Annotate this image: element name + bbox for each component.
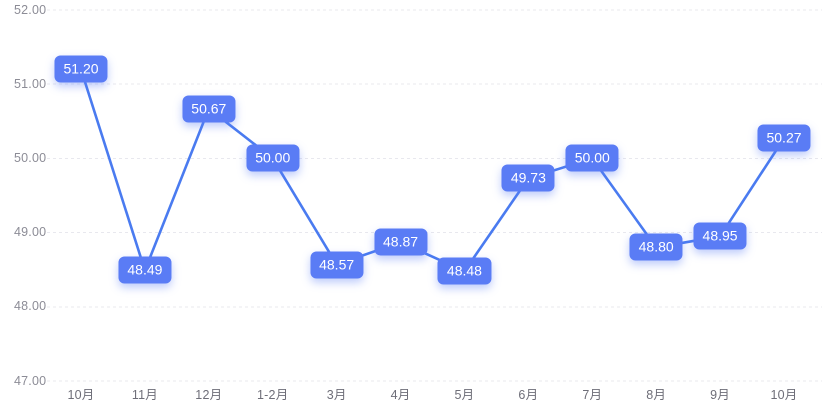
x-axis-tick-label: 5月 [454, 388, 475, 402]
y-axis-tick-label: 48.00 [14, 299, 47, 314]
data-point-label[interactable]: 48.95 [693, 222, 747, 250]
data-point-label[interactable]: 51.20 [54, 55, 108, 83]
y-axis-tick-label: 50.00 [14, 150, 47, 165]
y-axis-tick-label: 47.00 [14, 373, 47, 388]
data-point-label[interactable]: 48.87 [374, 228, 428, 256]
data-point-label[interactable]: 48.80 [629, 233, 683, 261]
x-axis-tick-label: 1-2月 [257, 388, 289, 402]
x-axis-tick-label: 10月 [67, 388, 95, 402]
x-axis-tick-label: 4月 [390, 388, 411, 402]
data-point-label[interactable]: 49.73 [501, 164, 555, 192]
y-axis-tick-label: 49.00 [14, 225, 47, 240]
data-point-label[interactable]: 48.57 [310, 251, 364, 278]
data-point-label[interactable]: 48.49 [118, 256, 172, 284]
data-point-label[interactable]: 50.00 [565, 144, 619, 172]
gridline-group [47, 9, 822, 382]
x-axis-tick-label: 12月 [195, 388, 223, 402]
x-axis-tick-label: 9月 [710, 388, 731, 402]
data-point-label[interactable]: 50.27 [757, 124, 811, 152]
y-axis-tick-label: 51.00 [14, 76, 47, 91]
data-point-label[interactable]: 50.67 [182, 95, 236, 123]
y-axis-tick-label: 52.00 [14, 2, 47, 17]
data-point-label[interactable]: 50.00 [246, 144, 300, 172]
x-axis-tick-label: 7月 [582, 388, 603, 402]
x-axis-tick-label: 10月 [770, 388, 798, 402]
x-axis-tick-label: 6月 [518, 388, 539, 402]
data-point-label[interactable]: 48.48 [437, 257, 491, 285]
x-axis-tick-label: 3月 [326, 388, 347, 402]
x-axis-tick-label: 11月 [131, 388, 158, 402]
x-axis-tick-label: 8月 [646, 388, 667, 402]
